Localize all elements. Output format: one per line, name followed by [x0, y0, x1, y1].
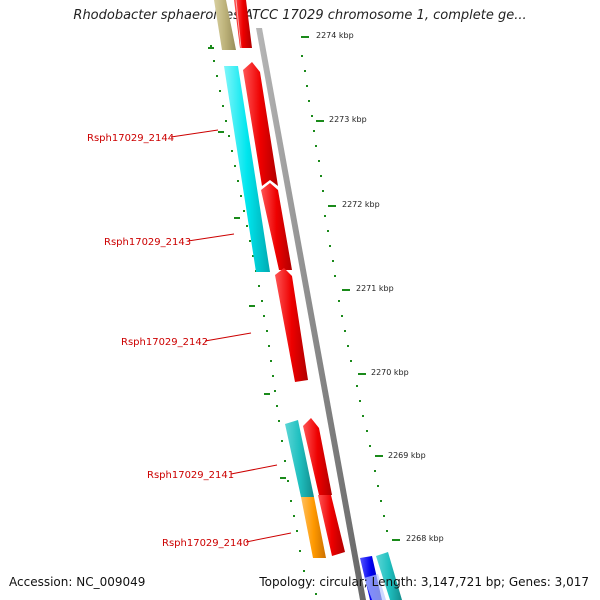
map-title: Rhodobacter sphaeroides ATCC 17029 chrom…	[73, 8, 527, 23]
cds-arrow	[234, 0, 252, 48]
cds-arrow	[318, 495, 345, 556]
gene-label[interactable]: Rsph17029_2142	[121, 337, 208, 348]
scale-tick-label: 2273 kbp	[329, 115, 367, 124]
scale-tick-label: 2272 kbp	[342, 200, 380, 209]
gene-block-teal-2	[376, 552, 402, 600]
accession-text: Accession: NC_009049	[9, 575, 146, 589]
gene-label-leaders	[170, 129, 292, 543]
gene-label[interactable]: Rsph17029_2144	[87, 133, 174, 144]
gene-label[interactable]: Rsph17029_2141	[147, 470, 234, 481]
gene-block-teal	[285, 420, 314, 497]
gene-block-orange	[301, 497, 326, 558]
gene-labels: Rsph17029_2144 Rsph17029_2143 Rsph17029_…	[87, 133, 249, 549]
gene-block-lavender	[364, 574, 386, 600]
cog-gene-track	[214, 0, 402, 600]
scale-tick-label: 2268 kbp	[406, 534, 444, 543]
scale-tick-labels: 2274 kbp 2273 kbp 2272 kbp 2271 kbp 2270…	[316, 31, 444, 543]
inner-dotted-track	[208, 45, 317, 595]
gene-label[interactable]: Rsph17029_2143	[104, 237, 191, 248]
cds-arrow	[275, 268, 308, 382]
cds-arrow	[243, 62, 278, 186]
scale-tick-label: 2274 kbp	[316, 31, 354, 40]
gene-block-khaki	[214, 0, 236, 50]
scale-dotted-track	[301, 36, 400, 541]
gene-label[interactable]: Rsph17029_2140	[162, 538, 249, 549]
gene-block-cyan	[224, 66, 270, 272]
forward-cds-track	[234, 0, 345, 556]
cds-arrow	[261, 183, 292, 270]
scale-tick-label: 2271 kbp	[356, 284, 394, 293]
chromosome-backbone	[256, 28, 366, 600]
cds-arrow	[303, 418, 332, 495]
scale-tick-label: 2270 kbp	[371, 368, 409, 377]
scale-tick-label: 2269 kbp	[388, 451, 426, 460]
genome-summary-text: Topology: circular; Length: 3,147,721 bp…	[259, 575, 589, 589]
